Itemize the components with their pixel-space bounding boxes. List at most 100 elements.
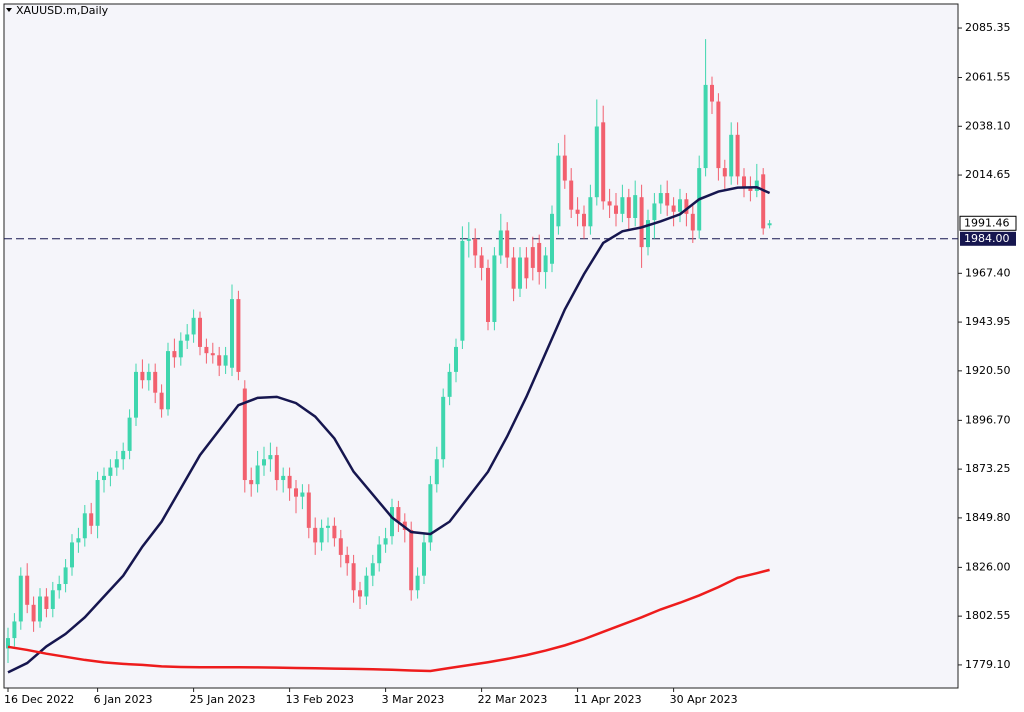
candle-body: [742, 176, 746, 187]
y-tick-label: 2014.65: [965, 168, 1011, 181]
candle-body: [108, 467, 113, 476]
candle-body: [57, 584, 62, 591]
price-line-box: [960, 231, 1016, 246]
candle-body: [338, 538, 343, 555]
y-tick-label: 1826.00: [965, 560, 1011, 573]
candle-body: [242, 388, 247, 481]
candle-body: [121, 450, 126, 460]
candle-body: [665, 193, 670, 206]
chart-title: XAUUSD.m,Daily: [16, 4, 109, 17]
candle-body: [31, 604, 36, 622]
candle-body: [678, 199, 682, 212]
candle-body: [217, 355, 222, 366]
candle-body: [652, 203, 657, 221]
candle-body: [607, 201, 612, 206]
candle-body: [146, 371, 151, 381]
candle-body: [191, 317, 196, 335]
candle-body: [633, 195, 638, 218]
candle-body: [370, 563, 375, 576]
candle-body: [530, 247, 535, 268]
candle-body: [671, 205, 676, 212]
candle-body: [735, 134, 740, 177]
candle-body: [684, 199, 689, 214]
candle-body: [422, 542, 426, 576]
y-tick-label: 2038.10: [965, 119, 1011, 132]
candle-body: [326, 525, 330, 528]
candle-body: [767, 223, 772, 226]
x-tick-label: 30 Apr 2023: [670, 693, 738, 706]
candle-body: [626, 197, 631, 218]
candle-body: [511, 257, 516, 289]
candle-body: [658, 193, 663, 204]
candle-body: [383, 538, 388, 545]
candle-body: [748, 186, 753, 191]
y-tick-label: 1849.80: [965, 511, 1011, 524]
candle-body: [198, 317, 202, 347]
price-line-label: 1984.00: [964, 232, 1010, 245]
candle-body: [601, 122, 606, 202]
candle-body: [210, 353, 215, 356]
candle-body: [498, 230, 503, 256]
candle-body: [409, 529, 414, 591]
candle-body: [6, 638, 10, 649]
candle-body: [575, 209, 580, 214]
candle-body: [441, 396, 446, 460]
candle-body: [50, 590, 55, 609]
candle-body: [294, 488, 298, 497]
y-tick-label: 2085.35: [965, 21, 1011, 34]
candle-body: [313, 527, 318, 543]
candle-body: [274, 455, 279, 481]
candle-body: [550, 213, 554, 264]
candle-body: [710, 84, 714, 102]
candle-body: [562, 155, 567, 181]
candle-body: [505, 230, 510, 258]
candle-body: [281, 475, 286, 481]
candle-body: [95, 480, 100, 526]
candle-body: [569, 180, 574, 210]
candle-body: [390, 507, 394, 537]
candle-body: [153, 371, 158, 393]
candle-body: [454, 346, 458, 372]
candle-body: [543, 255, 548, 273]
candle-body: [204, 346, 209, 354]
y-tick-label: 2061.55: [965, 71, 1011, 84]
candle-body: [722, 168, 727, 177]
candle-body: [415, 575, 420, 591]
y-tick-label: 1873.25: [965, 462, 1011, 475]
candle-body: [38, 596, 42, 622]
candle-body: [44, 596, 49, 609]
candle-body: [620, 197, 625, 214]
x-tick-label: 11 Apr 2023: [574, 693, 642, 706]
candle-body: [287, 475, 292, 489]
candle-body: [140, 371, 145, 381]
candle-body: [134, 371, 138, 418]
menu-arrow[interactable]: [6, 8, 12, 12]
candle-body: [18, 575, 23, 622]
last-price-label: 1991.46: [964, 216, 1010, 229]
candle-body: [114, 459, 119, 468]
y-tick-label: 1967.40: [965, 266, 1011, 279]
y-tick-label: 1943.95: [965, 315, 1011, 328]
last-price-box: [959, 215, 1017, 231]
candle-body: [460, 240, 465, 341]
candle-body: [230, 299, 234, 368]
x-tick-label: 13 Feb 2023: [286, 693, 354, 706]
candle-body: [358, 590, 362, 597]
moving-average: [7, 568, 770, 673]
x-tick-label: 6 Jan 2023: [94, 693, 153, 706]
candle-body: [518, 257, 522, 289]
candle-body: [351, 563, 356, 591]
candle-body: [434, 459, 439, 485]
candle-body: [588, 197, 593, 227]
candle-body: [89, 513, 94, 526]
candle-body: [582, 213, 586, 227]
candle-body: [703, 84, 708, 169]
moving-average: [7, 185, 771, 674]
candle-body: [594, 126, 599, 198]
candle-body: [754, 180, 759, 191]
candle-body: [473, 238, 478, 256]
candle-body: [63, 567, 68, 585]
candle-body: [70, 542, 74, 568]
candle-body: [690, 213, 695, 231]
